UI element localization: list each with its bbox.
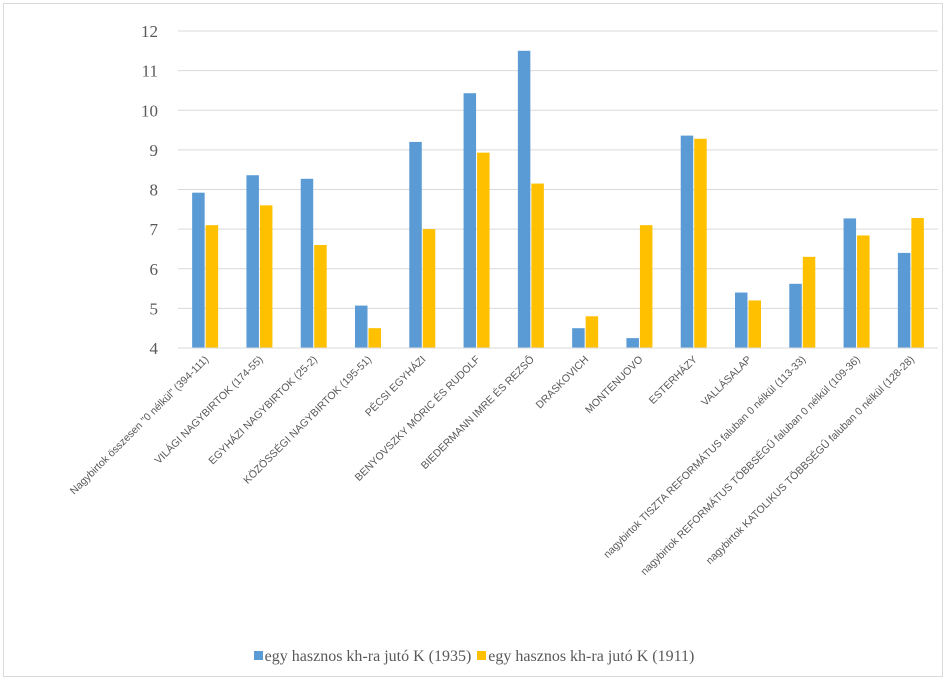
bar-1911 [259,205,273,348]
bar-1911 [314,244,327,348]
bar-1935 [789,283,802,348]
legend: egy hasznos kh-ra jutó K (1935) egy hasz… [0,648,948,666]
bar-1911 [748,300,761,348]
bar-1935 [735,292,748,348]
bar-1935 [897,252,911,348]
x-tick-label: DRASKOVICH [534,354,592,412]
bar-1935 [572,328,585,348]
bar-1911 [802,256,816,348]
bar-1911 [857,235,870,348]
legend-label-1911: egy hasznos kh-ra jutó K (1911) [488,648,695,665]
y-tick-label: 12 [141,22,158,41]
x-tick-label: EGYHÁZI NAGYBIRTOK (25-2) [206,353,320,467]
x-tick-label: MONTENUOVO [583,354,646,417]
y-tick-label: 4 [150,339,159,358]
x-tick-label: BIEDERMANN IMRE ÉS REZSŐ [417,352,537,472]
y-axis-tick-labels: 4 5 6 7 8 9 10 11 12 [141,22,159,358]
legend-item-1935: egy hasznos kh-ra jutó K (1935) [253,648,472,666]
bar-1935 [517,50,531,348]
bar-1935 [463,93,477,349]
bar-1911 [911,218,924,348]
y-tick-label: 5 [150,299,159,318]
y-tick-label: 11 [142,62,158,81]
x-tick-label: VILÁGI NAGYBIRTOK (174-55) [152,353,266,467]
legend-swatch-1935 [253,651,263,660]
x-tick-label: VALLÁSALAP [698,353,754,409]
legend-item-1911: egy hasznos kh-ra jutó K (1911) [477,648,694,666]
bar-1935 [626,338,639,348]
bar-1935 [246,175,259,348]
bar-1911 [422,229,436,348]
bar-1935 [409,141,422,348]
bar-1935 [355,305,368,348]
bar-1911 [205,225,219,348]
bar-1911 [531,183,544,348]
bar-1935 [192,192,205,348]
bar-1935 [843,218,857,348]
bar-1911 [639,225,653,348]
bar-1911 [368,328,381,348]
bar-1911 [694,138,707,348]
bars [192,50,924,349]
gridlines [178,30,938,309]
bar-1911 [585,316,599,348]
x-tick-label: nagybirtok KATOLIKUS TÖBBSÉGŰ faluban 0 … [702,352,917,567]
x-tick-label: nagybirtok TISZTA REFORMÁTUS faluban 0 n… [601,353,809,561]
bar-1935 [680,135,694,348]
y-tick-label: 10 [141,101,158,120]
y-tick-label: 8 [150,181,159,200]
x-axis-tick-labels: Nagybirtok összesen "0 nélkül" (394-111)… [68,352,917,578]
y-tick-label: 7 [150,220,159,239]
y-tick-label: 6 [150,260,159,279]
x-tick-label: ESTERHÁZY [646,353,700,407]
bar-1935 [300,178,314,348]
legend-label-1935: egy hasznos kh-ra jutó K (1935) [264,648,472,665]
y-tick-label: 9 [150,141,159,160]
bar-1911 [477,152,490,348]
legend-swatch-1911 [477,651,487,660]
